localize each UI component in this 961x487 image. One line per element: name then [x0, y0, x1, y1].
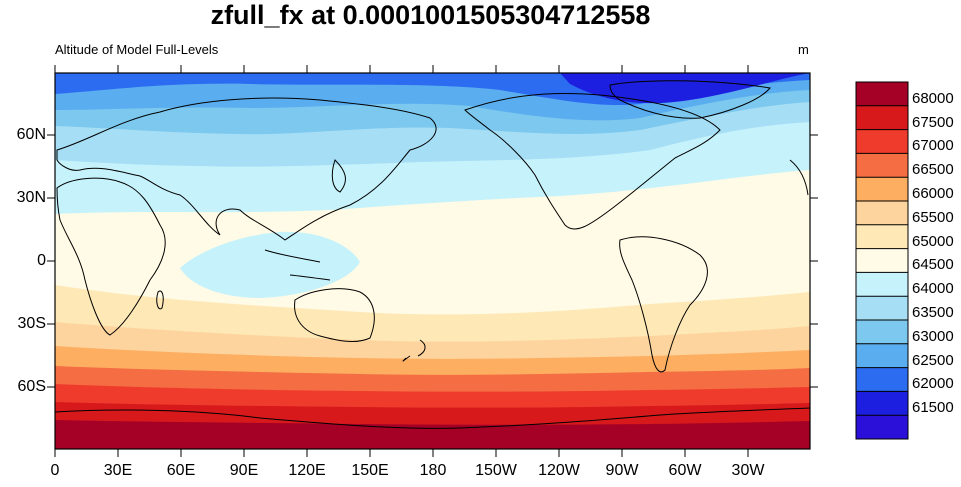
colorbar-label: 64000 [912, 280, 954, 298]
lon-label-30w: 30W [731, 462, 765, 479]
colorbar-label: 62000 [912, 375, 954, 393]
colorbar [855, 81, 909, 440]
colorbar-label: 68000 [912, 89, 954, 107]
colorbar-label: 64500 [912, 256, 954, 274]
lat-label-60s: 60S [17, 378, 46, 395]
colorbar-swatch [856, 177, 908, 202]
colorbar-swatch [856, 343, 908, 369]
lon-label-150e: 150E [351, 462, 389, 479]
colorbar-label: 67000 [912, 137, 954, 155]
colorbar-swatch [856, 129, 908, 154]
colorbar-swatch [856, 248, 908, 273]
colorbar-label: 66500 [912, 161, 954, 179]
coastline-australia [294, 288, 375, 342]
colorbar-swatch [856, 367, 908, 392]
colorbar-label: 63500 [912, 304, 954, 321]
coastline-japan [331, 159, 346, 193]
lon-label-60e: 60E [166, 462, 196, 479]
axis-ticks [47, 65, 818, 457]
colorbar-label: 65000 [912, 232, 954, 250]
units-label: m [798, 42, 809, 57]
colorbar-label: 67500 [912, 113, 954, 131]
colorbar-label: 61500 [912, 399, 954, 417]
coastline-eurasia [56, 97, 437, 241]
colorbar-swatch [856, 296, 908, 321]
colorbar-swatch [856, 224, 908, 250]
lat-label-30n: 30N [16, 189, 46, 206]
lat-label-equator: 0 [37, 252, 46, 269]
contour-band-61500-north [560, 73, 810, 104]
coastline-new-zealand [402, 339, 426, 362]
colorbar-frame [855, 81, 909, 440]
colorbar-swatch [856, 272, 908, 297]
coastline-madagascar [156, 290, 164, 310]
map-title: zfull_fx at 0.0001001505304712558 [210, 0, 651, 30]
coastline-greenland [609, 80, 771, 119]
colorbar-label: 65500 [912, 208, 954, 226]
lon-label-30e: 30E [103, 462, 133, 479]
colorbar-swatch [856, 105, 908, 131]
lon-label-90e: 90E [229, 462, 259, 479]
lon-label-180: 180 [419, 462, 447, 479]
lat-label-30s: 30S [17, 315, 46, 332]
lon-label-120w: 120W [538, 462, 580, 479]
coastline-indonesia [264, 249, 331, 281]
lon-label-150w: 150W [475, 462, 517, 479]
coastline-antarctica [55, 407, 810, 429]
coastline-europe-east [789, 159, 809, 196]
coastline-africa [56, 177, 166, 336]
colorbar-swatch [856, 415, 908, 440]
lon-label-0: 0 [50, 462, 60, 479]
lat-label-60n: 60N [16, 126, 46, 143]
colorbar-label: 63000 [912, 327, 954, 345]
map-subtitle: Altitude of Model Full-Levels [55, 42, 219, 57]
coastline-north-america [464, 93, 721, 230]
lon-label-90w: 90W [605, 462, 639, 479]
contour-band-64000-tropics [180, 231, 360, 298]
lon-label-120e: 120E [288, 462, 326, 479]
colorbar-swatch [856, 82, 908, 107]
contour-band-68000-south [55, 420, 810, 449]
colorbar-swatch [856, 153, 908, 178]
colorbar-swatch [856, 201, 908, 226]
coastlines [55, 80, 810, 429]
colorbar-label: 62500 [912, 351, 954, 369]
colorbar-label: 66000 [912, 185, 954, 202]
lon-label-60w: 60W [668, 462, 702, 479]
colorbar-swatch [856, 320, 908, 345]
colorbar-swatch [856, 391, 908, 416]
coastline-south-america [619, 236, 708, 373]
contour-field [55, 73, 810, 449]
